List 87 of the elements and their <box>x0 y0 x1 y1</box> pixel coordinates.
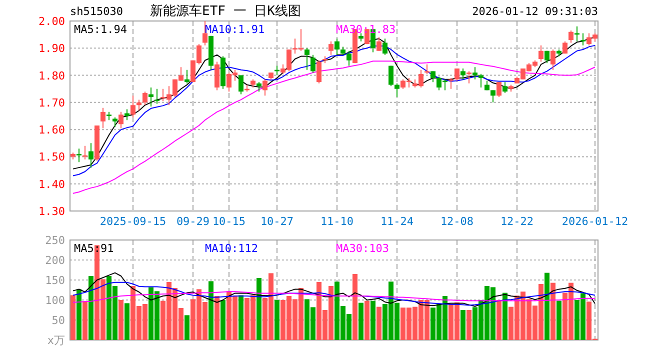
candlestick <box>328 40 334 56</box>
candlestick <box>538 44 544 62</box>
y-tick-label: 50 <box>52 314 65 327</box>
y-tick-label: 250 <box>45 234 65 247</box>
bar <box>76 289 82 340</box>
bar <box>358 302 364 340</box>
bar <box>82 301 88 340</box>
candlestick <box>148 87 154 107</box>
bar <box>124 303 130 340</box>
candlestick <box>256 82 262 92</box>
y-tick-label: 1.40 <box>38 178 65 191</box>
candlestick <box>76 148 82 163</box>
y-tick-label: 1.30 <box>38 205 65 218</box>
candlestick <box>580 32 586 46</box>
candlestick <box>100 107 106 129</box>
candlestick <box>346 50 352 66</box>
candlestick <box>388 65 394 87</box>
y-tick-label: 1.80 <box>38 69 65 82</box>
y-tick-label: x万 <box>47 334 65 347</box>
bar <box>184 315 190 340</box>
candlestick <box>214 61 220 91</box>
text: 2026-01-12 09:31:03 <box>472 5 598 18</box>
candlestick <box>460 68 466 80</box>
candlestick <box>382 38 388 56</box>
candlestick <box>472 66 478 80</box>
candlestick <box>376 36 382 52</box>
bar <box>460 310 466 340</box>
bar <box>502 292 508 340</box>
y-tick-label: 1.60 <box>38 124 65 137</box>
candlestick <box>118 111 124 129</box>
candlestick <box>154 88 160 104</box>
candlestick <box>454 68 460 82</box>
candlestick <box>568 30 574 44</box>
candlestick <box>430 70 436 83</box>
candlestick <box>238 74 244 95</box>
candlestick <box>544 50 550 64</box>
candlestick <box>316 60 322 84</box>
candlestick <box>304 48 310 70</box>
bar <box>238 295 244 340</box>
y-tick-label: 200 <box>45 254 65 267</box>
candlestick <box>490 90 496 103</box>
bar <box>370 300 376 340</box>
candlestick <box>136 99 142 112</box>
bar <box>70 295 76 340</box>
candlestick <box>184 69 190 84</box>
y-tick-label: 150 <box>45 274 65 287</box>
candlestick <box>424 64 430 74</box>
y-tick-label: 100 <box>45 294 65 307</box>
candlestick <box>502 82 508 94</box>
candlestick <box>310 54 316 74</box>
candlestick <box>478 73 484 88</box>
candlestick <box>550 49 556 70</box>
candlestick <box>112 116 118 128</box>
candlestick <box>88 142 94 168</box>
bar <box>550 282 556 340</box>
y-tick-label: 2.00 <box>38 15 65 28</box>
bar <box>364 300 370 340</box>
candlestick <box>574 26 580 42</box>
candlestick <box>466 70 472 84</box>
candlestick <box>394 82 400 98</box>
candlestick <box>562 40 568 54</box>
candlestick <box>142 91 148 106</box>
candlestick <box>130 95 136 118</box>
legend: MA5:1.94 MA10:1.91 MA30:1.83 <box>74 23 396 36</box>
bar <box>118 300 124 340</box>
bar <box>352 274 358 340</box>
candlestick <box>124 108 130 121</box>
bar <box>88 276 94 340</box>
y-tick-label: 1.90 <box>38 42 65 56</box>
bar <box>274 300 280 340</box>
bar <box>256 278 262 340</box>
bar <box>214 296 220 340</box>
bar <box>208 281 214 340</box>
bar <box>220 300 226 340</box>
candlestick <box>202 20 208 46</box>
y-tick-label: 1.70 <box>38 96 65 110</box>
bar <box>496 300 502 340</box>
candlestick <box>262 78 268 96</box>
bar <box>544 272 550 340</box>
candlestick <box>334 38 340 56</box>
bar <box>376 306 382 340</box>
bar <box>556 300 562 340</box>
chart-subtitle: sh515030 <box>70 5 123 18</box>
y-tick-label: 1.50 <box>38 150 65 164</box>
candlestick <box>496 82 502 98</box>
bar <box>466 310 472 340</box>
chart-title: 新能源车ETF 一 日K线图 <box>150 4 301 19</box>
